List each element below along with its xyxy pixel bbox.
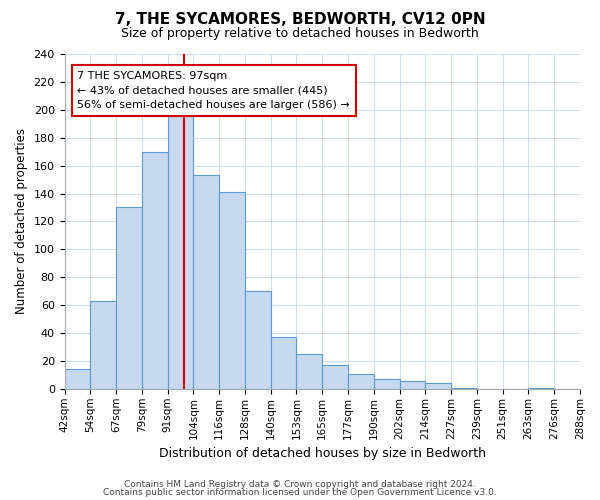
Bar [374,379,400,389]
Bar [400,380,425,389]
Bar [65,370,91,389]
Bar [245,291,271,389]
Text: Size of property relative to detached houses in Bedworth: Size of property relative to detached ho… [121,28,479,40]
Text: 7 THE SYCAMORES: 97sqm
← 43% of detached houses are smaller (445)
56% of semi-de: 7 THE SYCAMORES: 97sqm ← 43% of detached… [77,70,350,110]
Bar [271,338,296,389]
Bar [193,176,219,389]
Bar [425,384,451,389]
Bar [219,192,245,389]
X-axis label: Distribution of detached houses by size in Bedworth: Distribution of detached houses by size … [159,447,486,460]
Bar [142,152,167,389]
Bar [529,388,554,389]
Text: Contains HM Land Registry data © Crown copyright and database right 2024.: Contains HM Land Registry data © Crown c… [124,480,476,489]
Bar [116,208,142,389]
Text: 7, THE SYCAMORES, BEDWORTH, CV12 0PN: 7, THE SYCAMORES, BEDWORTH, CV12 0PN [115,12,485,28]
Bar [322,365,348,389]
Bar [451,388,477,389]
Y-axis label: Number of detached properties: Number of detached properties [15,128,28,314]
Bar [296,354,322,389]
Bar [348,374,374,389]
Bar [91,301,116,389]
Bar [167,110,193,389]
Text: Contains public sector information licensed under the Open Government Licence v3: Contains public sector information licen… [103,488,497,497]
